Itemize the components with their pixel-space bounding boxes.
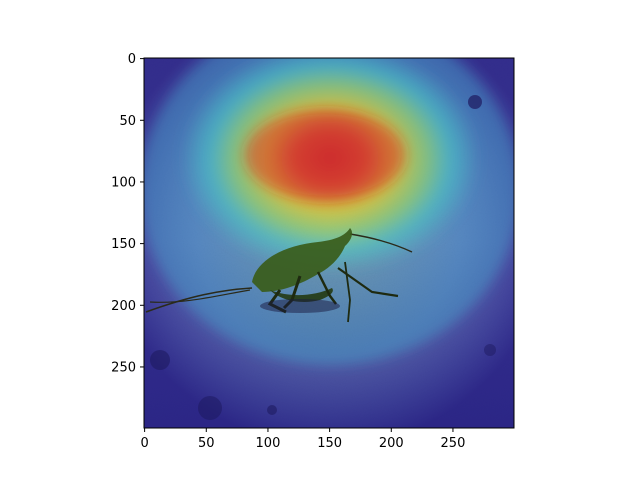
y-axis: 0 50 100 150 200 250 xyxy=(111,52,144,375)
x-tick-label: 100 xyxy=(256,436,281,451)
y-tick-label: 150 xyxy=(111,237,136,252)
axes-frame xyxy=(143,57,515,429)
y-tick-label: 200 xyxy=(111,299,136,314)
y-tick-label: 0 xyxy=(128,52,136,67)
y-tick-label: 250 xyxy=(111,360,136,375)
ground-spot xyxy=(267,405,277,415)
y-tick-label: 50 xyxy=(119,114,136,129)
x-tick-label: 0 xyxy=(140,436,148,451)
ground-spot xyxy=(484,344,496,356)
ground-spot xyxy=(198,396,222,420)
ground-spot xyxy=(150,350,170,370)
x-axis: 0 50 100 150 200 250 xyxy=(140,428,465,451)
x-tick-label: 200 xyxy=(379,436,404,451)
insect-silhouette xyxy=(145,228,413,323)
x-tick-label: 250 xyxy=(441,436,466,451)
x-tick-label: 150 xyxy=(317,436,342,451)
image-area xyxy=(144,58,514,428)
heatmap-core xyxy=(245,110,405,200)
y-tick-label: 100 xyxy=(111,175,136,190)
x-tick-label: 50 xyxy=(198,436,215,451)
ground-spot xyxy=(468,95,482,109)
